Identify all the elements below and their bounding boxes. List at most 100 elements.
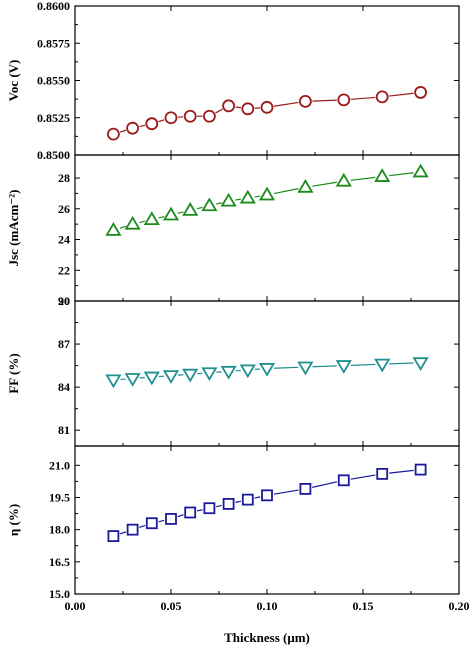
y-tick-label: 22: [58, 263, 70, 277]
data-point-triangle-down: [182, 368, 199, 383]
data-point-square: [261, 489, 273, 502]
panel-frame: [74, 5, 460, 156]
y-axis-label: Voc (V): [6, 60, 21, 102]
series-connector: [389, 172, 414, 177]
series-connector: [254, 195, 261, 198]
data-point-triangle-down: [143, 371, 160, 386]
data-point-triangle-up: [124, 215, 141, 230]
series-connector: [273, 101, 299, 107]
series-connector: [139, 124, 146, 128]
data-point-triangle-down: [297, 361, 314, 376]
series-connector: [158, 519, 165, 523]
data-point-triangle-up: [374, 168, 391, 182]
series-connector: [389, 362, 414, 365]
series-connector: [254, 496, 261, 499]
data-point-square: [203, 502, 216, 515]
data-point-circle: [337, 93, 351, 107]
y-tick-label: 28: [58, 171, 70, 185]
series-connector: [158, 119, 165, 123]
series-connector: [312, 99, 337, 102]
series-connector: [312, 365, 337, 368]
data-point-square: [126, 523, 139, 536]
data-point-square: [299, 482, 312, 495]
series-connector: [215, 108, 223, 114]
data-point-triangle-up: [335, 172, 352, 187]
series-connector: [350, 96, 376, 100]
data-point-circle: [375, 90, 389, 104]
data-point-circle: [298, 94, 312, 108]
data-point-triangle-up: [412, 163, 429, 178]
data-point-circle: [260, 100, 274, 114]
series-connector: [235, 500, 242, 503]
data-point-square: [222, 498, 235, 510]
series-connector: [177, 514, 184, 518]
data-point-square: [414, 463, 427, 476]
series-connector: [273, 188, 299, 195]
data-point-triangle-up: [201, 197, 218, 212]
y-axis-label: Jsc (mAcm⁻²): [6, 190, 21, 267]
x-tick-label: 0.15: [353, 599, 374, 613]
panel-frame: [74, 445, 460, 595]
data-point-square: [107, 530, 120, 542]
data-point-triangle-up: [258, 186, 276, 201]
data-point-triangle-down: [335, 360, 352, 374]
series-connector: [119, 129, 127, 133]
panel-eff: 15.0 16.5 18.0 19.5 21.0 η (%): [6, 445, 460, 601]
data-point-circle: [222, 99, 236, 113]
series-connector: [389, 469, 414, 474]
y-tick-label: 26: [58, 202, 70, 216]
data-point-triangle-up: [239, 189, 256, 204]
series-connector: [158, 215, 165, 219]
series-connector: [235, 106, 241, 109]
data-point-triangle-up: [220, 192, 237, 207]
data-point-triangle-up: [297, 178, 314, 193]
data-point-triangle-down: [374, 358, 391, 373]
data-point-triangle-down: [220, 365, 237, 380]
panel-voc: 0.8500 0.8525 0.8550 0.8575 0.8600 Voc (V): [6, 0, 460, 162]
x-tick-label: 0.10: [257, 599, 278, 613]
data-point-square: [337, 474, 350, 487]
series-connector: [119, 531, 127, 535]
series-connector: [139, 524, 146, 528]
y-tick-label: 0.8500: [37, 148, 70, 162]
x-tick-label: 0.20: [449, 599, 470, 613]
data-point-square: [376, 467, 389, 480]
series-connector: [350, 176, 376, 181]
x-tick-label: 0.05: [161, 599, 182, 613]
y-tick-label: 15.0: [49, 587, 70, 601]
y-tick-label: 18.0: [49, 523, 70, 537]
data-point-triangle-up: [162, 206, 180, 221]
data-point-triangle-down: [201, 367, 218, 382]
data-point-circle: [202, 109, 216, 123]
data-point-triangle-down: [239, 364, 256, 379]
y-tick-label: 0.8525: [37, 111, 70, 125]
data-point-triangle-down: [124, 373, 141, 387]
data-point-triangle-up: [182, 202, 199, 216]
series-connector: [312, 481, 338, 488]
series-connector: [350, 363, 376, 366]
series-connector: [350, 474, 376, 480]
y-tick-label: 16.5: [49, 555, 70, 569]
data-point-circle: [241, 102, 255, 116]
data-point-circle: [183, 109, 197, 123]
y-tick-label: 84: [58, 380, 70, 394]
data-point-circle: [107, 127, 120, 141]
data-point-square: [241, 493, 254, 506]
series-connector: [235, 198, 241, 201]
series-connector: [196, 206, 203, 210]
y-tick-label: 81: [58, 423, 70, 437]
x-axis: 0.00 0.05 0.10 0.15 0.20: [65, 599, 470, 613]
data-point-triangle-down: [412, 357, 429, 372]
y-tick-label: 0.8600: [37, 0, 70, 13]
data-point-circle: [164, 111, 178, 125]
y-tick-label: 24: [58, 233, 70, 247]
series-connector: [273, 489, 299, 495]
y-tick-label: 87: [58, 337, 70, 351]
series-connector: [139, 220, 146, 224]
data-point-square: [184, 506, 197, 519]
series-connector: [177, 211, 184, 214]
data-point-triangle-down: [258, 363, 276, 377]
y-tick-label: 21.0: [49, 458, 70, 472]
panel-ff: 81 84 87 90 FF (%): [6, 294, 460, 447]
